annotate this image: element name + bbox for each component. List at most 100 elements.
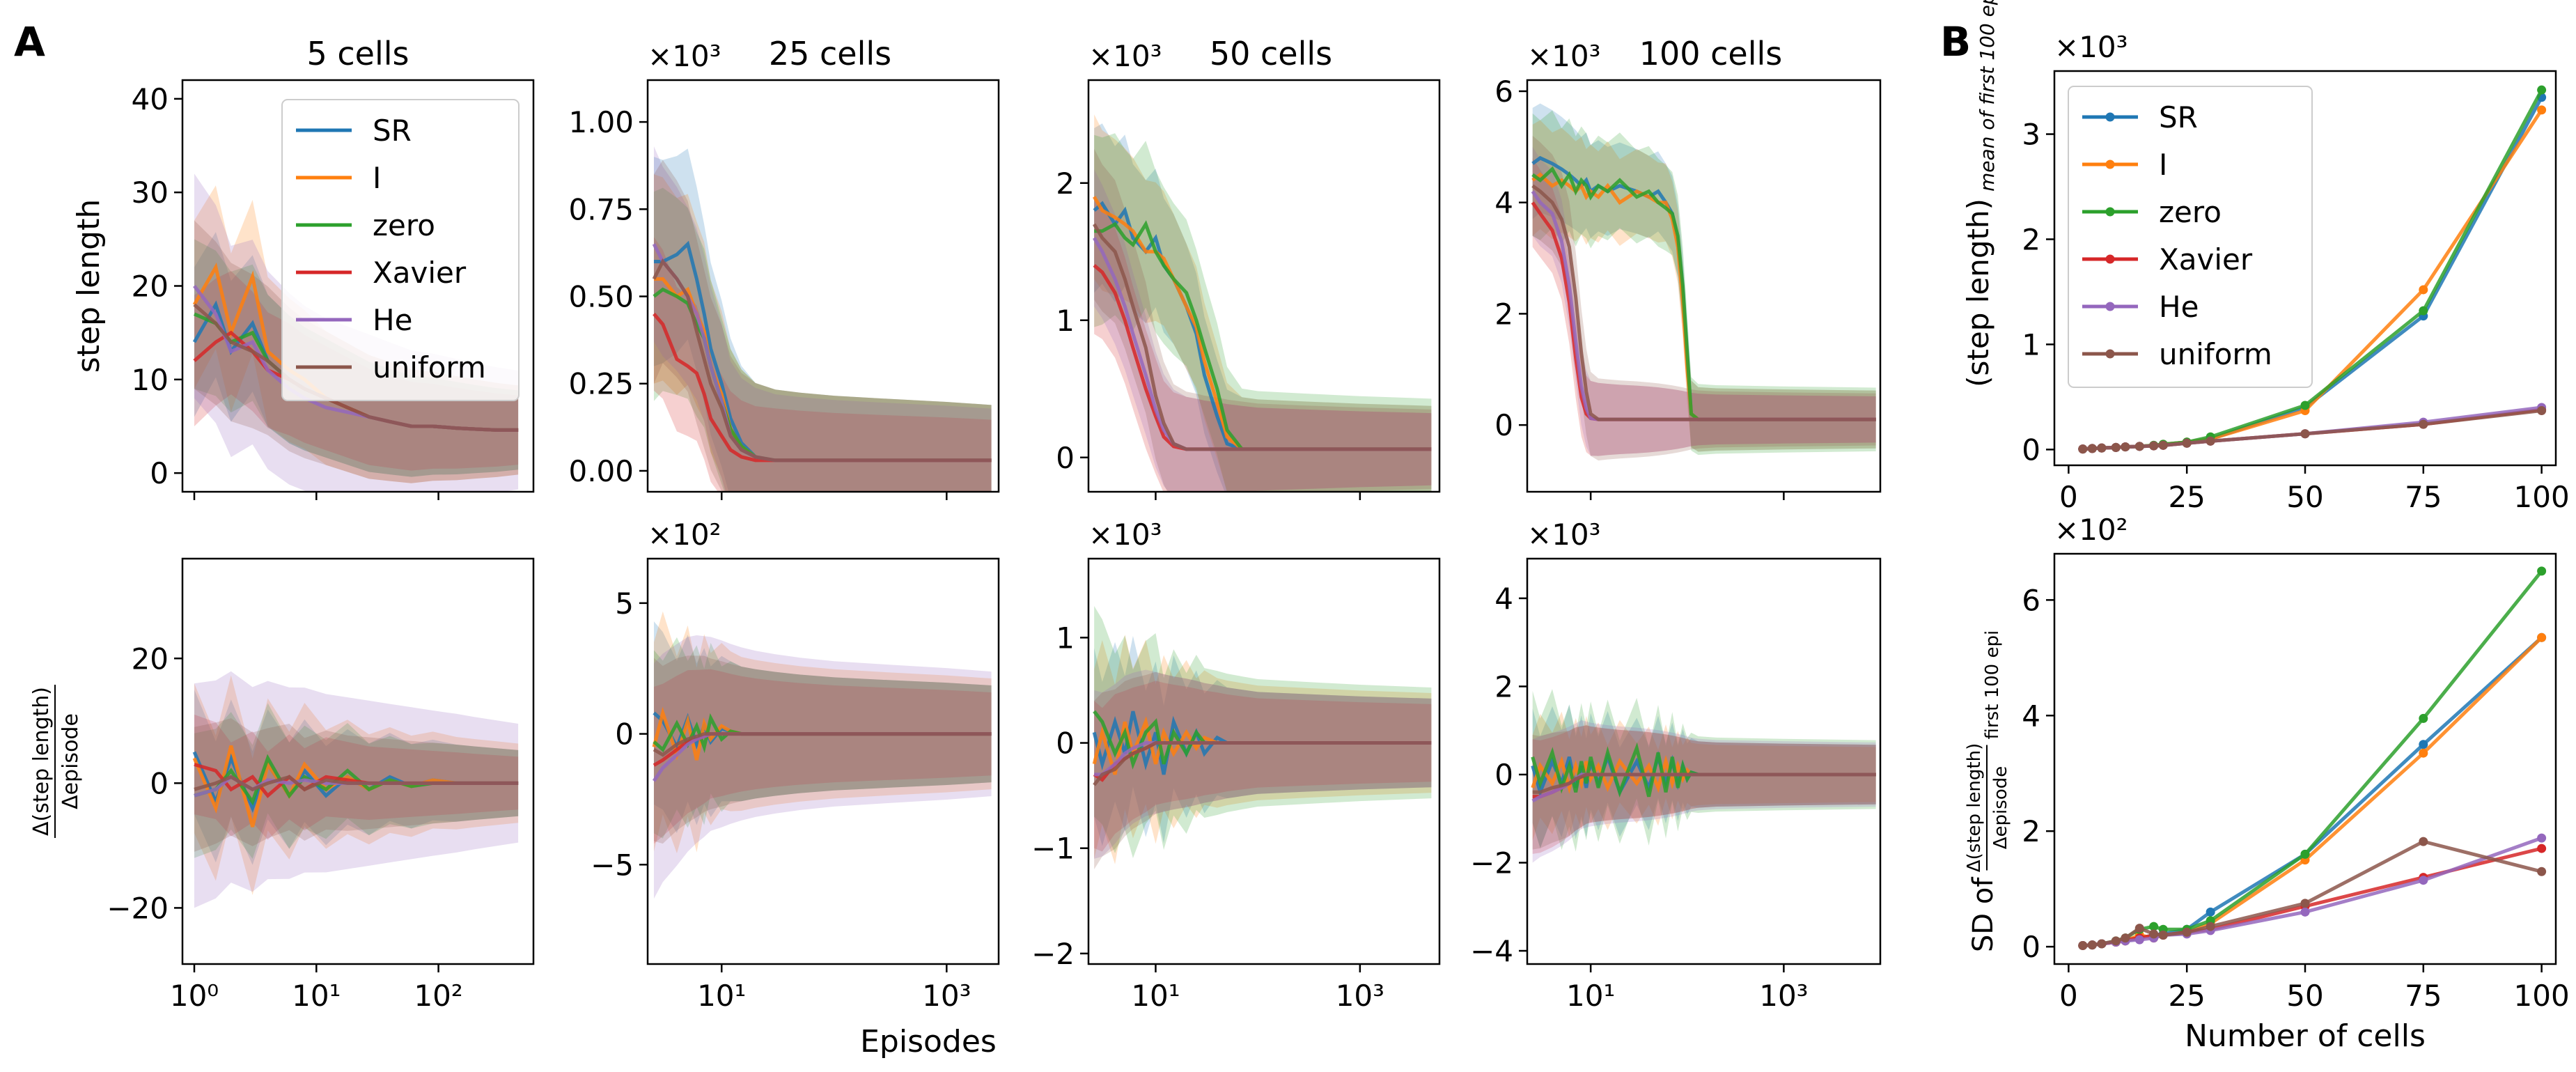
fraction-numerator: Δ(step length) bbox=[1964, 743, 1985, 872]
legend-entry-Xavier: Xavier bbox=[2159, 242, 2253, 277]
point-I bbox=[2419, 748, 2428, 758]
panel-a_25_bot: −5 0 5 10¹ 10³ ×10² bbox=[591, 518, 1000, 1013]
point-zero bbox=[2419, 713, 2428, 723]
plot-area bbox=[652, 611, 992, 899]
plot-area bbox=[1092, 606, 1432, 869]
legend-entry-He: He bbox=[373, 303, 412, 337]
y-tick-label: −20 bbox=[107, 891, 169, 925]
y-axis-label-prefix: SD of bbox=[1967, 877, 1999, 952]
point-uniform bbox=[2149, 441, 2159, 451]
point-uniform bbox=[2097, 939, 2107, 949]
x-tick-label: 10³ bbox=[1336, 979, 1384, 1013]
x-tick-label: 0 bbox=[2059, 480, 2078, 514]
y-tick-label: 0.75 bbox=[568, 192, 634, 226]
legend-entry-He: He bbox=[2159, 290, 2199, 324]
point-zero bbox=[2300, 401, 2310, 410]
y-axis-label-subscript: mean of first 100 episodes bbox=[1976, 0, 1999, 192]
y-tick-label: 0 bbox=[150, 766, 169, 800]
fraction-denominator: Δepisode bbox=[58, 713, 83, 809]
x-tick-label: 75 bbox=[2405, 480, 2442, 514]
point-zero bbox=[2419, 306, 2428, 316]
chart-title: 5 cells bbox=[306, 35, 409, 72]
series-line-uniform bbox=[652, 258, 992, 463]
band-I bbox=[1094, 114, 1432, 492]
point-uniform bbox=[2537, 406, 2547, 416]
x-tick-label: 50 bbox=[2286, 979, 2323, 1013]
point-zero bbox=[2300, 849, 2310, 859]
y-tick-label: −4 bbox=[1470, 934, 1513, 968]
legend-entry-uniform: uniform bbox=[373, 350, 486, 384]
band-zero bbox=[1532, 689, 1876, 852]
y-tick-label: 2 bbox=[1494, 669, 1513, 704]
x-tick-label: 10¹ bbox=[1566, 979, 1615, 1013]
plot-area bbox=[652, 146, 992, 492]
point-I bbox=[2419, 285, 2428, 295]
point-SR bbox=[2419, 740, 2428, 749]
panel-a_50_bot: −2 −1 0 1 10¹ 10³ ×10³ bbox=[1031, 518, 1441, 1013]
legend-marker-Xavier bbox=[2105, 254, 2115, 264]
point-uniform bbox=[2078, 940, 2088, 950]
x-tick-label: 10² bbox=[414, 979, 462, 1013]
y-tick-label: −5 bbox=[591, 848, 634, 882]
axes-frame bbox=[646, 79, 1000, 493]
plot-area bbox=[2078, 566, 2547, 950]
point-uniform bbox=[2182, 927, 2192, 937]
point-He bbox=[2537, 833, 2547, 843]
point-uniform bbox=[2182, 438, 2192, 448]
point-uniform bbox=[2300, 429, 2310, 439]
point-uniform bbox=[2300, 899, 2310, 908]
legend-marker-SR bbox=[2105, 112, 2115, 122]
point-uniform bbox=[2087, 444, 2097, 453]
band-zero bbox=[1532, 110, 1876, 456]
band-uniform bbox=[1094, 671, 1432, 869]
axis-exponent-label: ×10³ bbox=[1088, 518, 1162, 552]
plot-area bbox=[1092, 114, 1432, 492]
y-axis-label-b-top: (step length) mean of first 100 episodes bbox=[1961, 0, 1999, 387]
y-tick-label: 0 bbox=[2022, 930, 2040, 964]
band-I bbox=[194, 675, 519, 895]
x-tick-label: 10¹ bbox=[697, 979, 746, 1013]
point-uniform bbox=[2134, 924, 2144, 933]
axes-frame bbox=[1087, 79, 1441, 493]
y-tick-label: 1 bbox=[2022, 327, 2040, 362]
y-tick-label: 0 bbox=[1494, 408, 1513, 442]
x-tick-label: 75 bbox=[2405, 979, 2442, 1013]
axis-exponent-label: ×10³ bbox=[1527, 39, 1600, 73]
band-zero bbox=[1094, 606, 1432, 859]
y-tick-label: 5 bbox=[615, 587, 634, 621]
axis-exponent-label: ×10² bbox=[648, 518, 721, 552]
band-He bbox=[194, 671, 519, 908]
x-tick-label: 10³ bbox=[1759, 979, 1808, 1013]
series-line-uniform bbox=[193, 303, 519, 432]
x-tick-label: 50 bbox=[2286, 480, 2323, 514]
band-zero bbox=[1094, 133, 1432, 492]
band-zero bbox=[653, 187, 992, 492]
series-line-zero bbox=[1531, 166, 1876, 421]
plot-area bbox=[2078, 85, 2547, 454]
y-tick-label: 0 bbox=[1494, 758, 1513, 792]
y-tick-label: 2 bbox=[1056, 166, 1075, 201]
plot-area bbox=[1531, 103, 1876, 461]
legend-marker-He bbox=[2105, 302, 2115, 311]
y-tick-label: 0.25 bbox=[568, 367, 634, 401]
band-Xavier bbox=[1094, 196, 1432, 492]
y-tick-label: 30 bbox=[132, 176, 169, 210]
band-I bbox=[1094, 635, 1432, 864]
band-uniform bbox=[653, 160, 992, 492]
panel-a-label: A bbox=[14, 18, 45, 65]
band-uniform bbox=[1532, 725, 1876, 850]
y-tick-label: 6 bbox=[2022, 583, 2040, 617]
axis-exponent-label: ×10³ bbox=[1527, 518, 1600, 552]
y-tick-label: 0 bbox=[615, 717, 634, 752]
y-tick-label: 20 bbox=[132, 270, 169, 304]
chart-title: 100 cells bbox=[1639, 35, 1783, 72]
y-tick-label: 0 bbox=[1056, 727, 1075, 761]
chart-title: 50 cells bbox=[1210, 35, 1332, 72]
legend-entry-I: I bbox=[2159, 148, 2167, 182]
x-tick-label: 25 bbox=[2168, 480, 2205, 514]
series-line-uniform bbox=[1093, 741, 1432, 786]
y-tick-label: 0 bbox=[150, 456, 169, 490]
band-Xavier bbox=[1532, 725, 1876, 854]
y-tick-label: 0.00 bbox=[568, 454, 634, 488]
